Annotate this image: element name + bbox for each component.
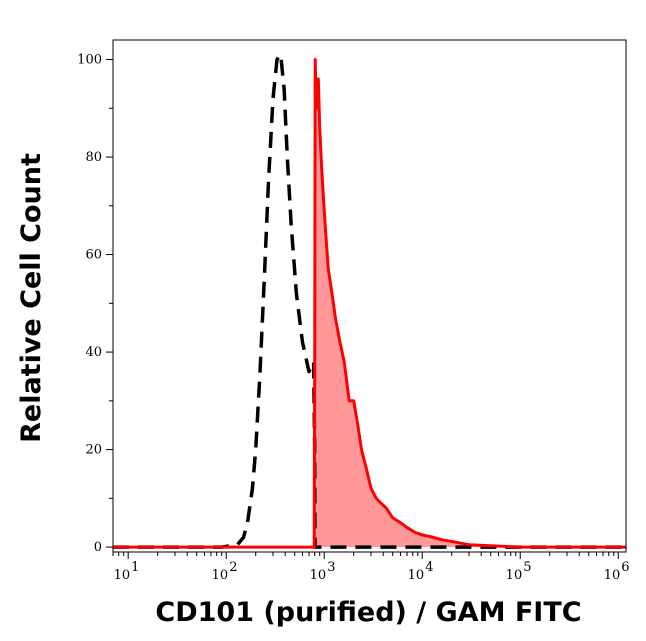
x-tick-label: 10 [114, 568, 131, 583]
x-tick-exponent: 3 [327, 560, 335, 575]
series-1-line [113, 58, 626, 549]
x-axis-title: CD101 (purified) / GAM FITC [155, 597, 581, 628]
x-tick-exponent: 6 [621, 560, 629, 575]
y-axis-title: Relative Cell Count [16, 153, 47, 443]
y-tick-label: 20 [85, 443, 102, 458]
x-tick-exponent: 4 [425, 560, 433, 575]
y-tick-label: 80 [85, 150, 102, 165]
x-tick-label: 10 [310, 568, 327, 583]
plot-frame [112, 39, 627, 553]
y-tick-label: 100 [77, 53, 102, 68]
series-0-line [113, 52, 626, 549]
x-tick-exponent: 5 [523, 560, 531, 575]
y-tick-label: 0 [94, 540, 102, 555]
x-tick-label: 10 [408, 568, 425, 583]
x-tick-label: 10 [604, 568, 621, 583]
x-tick-label: 10 [212, 568, 229, 583]
x-tick-exponent: 2 [229, 560, 237, 575]
series-1-fill [113, 59, 626, 548]
y-tick-label: 40 [85, 345, 102, 360]
x-tick-exponent: 1 [131, 560, 139, 575]
y-tick-label: 60 [85, 248, 102, 263]
x-tick-label: 10 [506, 568, 523, 583]
